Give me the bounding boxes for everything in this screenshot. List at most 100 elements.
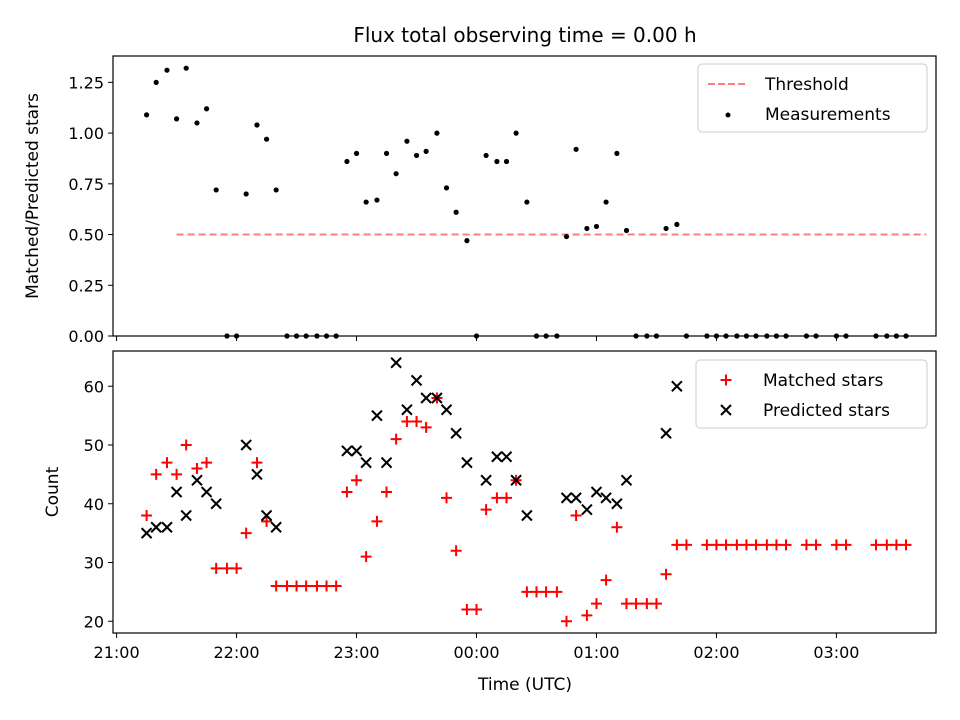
measurement-point	[243, 191, 249, 197]
predicted-star-point-b	[380, 456, 393, 469]
measurement-point	[573, 146, 579, 152]
matched-star-point	[341, 486, 353, 498]
count-y-axis-label: Count	[43, 466, 63, 517]
matched-star-point	[321, 580, 333, 592]
predicted-star-point	[480, 474, 492, 486]
measurement-point	[603, 199, 609, 205]
predicted-star-point-b	[390, 357, 402, 369]
count-y-tick-label: 60	[84, 377, 104, 396]
ratio-y-axis-label: Matched/Predicted stars	[23, 93, 43, 299]
predicted-star-point	[590, 486, 603, 498]
predicted-star-point-b	[600, 492, 612, 504]
matched-star-point	[141, 510, 153, 521]
measurement-point	[593, 223, 600, 230]
measurement-point	[674, 221, 680, 228]
matched-star-point	[420, 421, 432, 433]
predicted-star-point	[420, 392, 432, 404]
measurement-point	[623, 227, 630, 234]
predicted-star-point	[380, 456, 393, 469]
predicted-star-point	[461, 456, 473, 469]
predicted-star-point-b	[671, 380, 683, 392]
predicted-star-point-b	[270, 521, 282, 533]
matched-legend-label: Matched stars	[763, 371, 883, 391]
predicted-star-point-b	[260, 509, 273, 522]
matched-star-point	[540, 586, 552, 598]
predicted-star-point	[161, 521, 173, 533]
predicted-star-point	[191, 474, 203, 486]
matched-star-point	[830, 539, 842, 551]
predicted-star-point	[140, 527, 153, 539]
predicted-star-point	[620, 474, 633, 486]
measurement-point	[393, 171, 399, 177]
measurement-point	[194, 120, 200, 126]
measurement-point	[663, 225, 669, 232]
matched-star-point	[761, 539, 773, 551]
predicted-star-point-b	[510, 474, 522, 486]
measurement-point	[143, 112, 150, 118]
matched-star-point	[660, 568, 672, 580]
measurement-point	[494, 158, 500, 165]
chart-title: Flux total observing time = 0.00 h	[353, 23, 696, 47]
matched-star-point	[581, 609, 593, 621]
predicted-star-point	[360, 456, 372, 469]
predicted-star-point-b	[210, 498, 222, 510]
ratio-legend-box	[697, 63, 928, 133]
matched-star-point	[740, 539, 752, 551]
measurement-point	[383, 150, 390, 156]
matched-star-point	[630, 598, 642, 610]
predicted-star-point-b	[480, 474, 492, 486]
matched-star-point	[441, 492, 453, 504]
count-y-ticks: 20 30 40 50 60	[84, 377, 113, 631]
predicted-star-point	[371, 409, 383, 422]
matched-star-point	[890, 539, 902, 551]
matched-star-point	[450, 545, 462, 557]
predicted-star-point-b	[440, 404, 453, 416]
matched-star-point	[800, 539, 812, 551]
predicted-star-point	[560, 492, 573, 504]
predicted-star-point	[150, 521, 162, 533]
ratio-y-tick-label: 0.25	[68, 276, 104, 295]
matched-star-point	[471, 604, 483, 615]
predicted-star-point	[500, 451, 513, 463]
predicted-star-point	[660, 427, 672, 439]
matched-star-point	[770, 539, 782, 551]
matched-star-point	[291, 580, 303, 592]
ratio-legend: Threshold Measurements	[697, 63, 928, 133]
predicted-star-point-b	[590, 486, 603, 498]
measurement-point	[153, 79, 159, 85]
predicted-star-point-b	[410, 374, 423, 387]
matched-star-point	[311, 580, 323, 592]
predicted-star-point	[210, 498, 222, 510]
matched-star-point	[480, 504, 492, 516]
measurement-point	[483, 152, 489, 159]
predicted-star-point-b	[491, 451, 503, 463]
matched-star-point	[491, 492, 503, 504]
predicted-star-point-b	[461, 456, 473, 469]
matched-star-point	[390, 433, 402, 445]
measurement-point	[183, 65, 189, 71]
count-y-tick-label: 20	[84, 612, 104, 631]
predicted-star-point	[410, 374, 423, 387]
matched-star-point	[620, 598, 632, 610]
predicted-star-point-b	[420, 392, 432, 404]
measurement-point	[203, 106, 210, 112]
measurement-point	[273, 187, 279, 193]
matched-star-point	[840, 539, 852, 551]
count-x-tick-label: 03:00	[813, 643, 859, 662]
matched-legend-swatch	[720, 374, 732, 386]
predicted-star-point-b	[341, 445, 353, 457]
count-panel: 20 30 40 50 60 21:00 22:00 23:00 00:00 01:00 02:0…	[43, 350, 937, 695]
predicted-legend-marker	[720, 404, 732, 416]
predicted-star-point-b	[500, 451, 513, 463]
ratio-x-ticks	[116, 336, 837, 341]
measurement-point	[344, 158, 350, 165]
predicted-star-point-b	[570, 492, 582, 504]
matched-star-point	[870, 539, 882, 551]
measurements-legend-label: Measurements	[765, 105, 891, 125]
predicted-star-point	[270, 521, 282, 533]
count-legend: Matched stars Predicted stars	[695, 359, 928, 429]
matched-star-point	[300, 580, 312, 592]
matched-star-point	[221, 562, 233, 574]
matched-star-point	[261, 515, 273, 527]
predicted-star-point	[521, 509, 533, 522]
